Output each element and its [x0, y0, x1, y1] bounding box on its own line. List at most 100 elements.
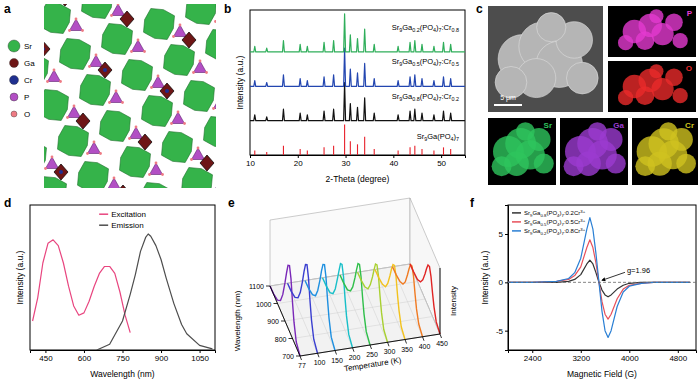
particle: [665, 69, 683, 87]
tick-mark: [581, 350, 582, 353]
series-line: [393, 265, 423, 337]
p-tetrahedron: [130, 127, 143, 139]
sr-polyhedron: [58, 126, 89, 157]
tick-label: 800: [275, 336, 287, 343]
ga-octahedron: [54, 164, 68, 180]
particle: [534, 154, 554, 174]
map-label: Cr: [685, 121, 694, 130]
p-tetrahedron: [108, 178, 121, 188]
particle: [492, 156, 512, 176]
particle: [618, 35, 633, 50]
o-atom: [214, 20, 216, 23]
stem: [357, 144, 358, 155]
tick-label: 77: [298, 362, 306, 369]
series-label: Sr9Ga0.5(PO4)7:Cr0.5: [392, 57, 459, 67]
text-part: (PO: [420, 92, 434, 101]
text-part: Ga(PO: [427, 132, 451, 141]
element-map: [632, 118, 698, 185]
series-line: [97, 234, 213, 350]
tick: 50: [437, 155, 446, 168]
legend-label: Cr: [24, 76, 33, 85]
tick-label: 300: [384, 348, 396, 355]
legend-atom: [10, 93, 18, 101]
tick-mark: [423, 337, 425, 341]
tick-label: 450: [436, 340, 448, 347]
plot-frame: [508, 205, 696, 350]
sr-polyhedron: [164, 45, 195, 76]
particle: [636, 86, 655, 105]
sr-polyhedron: [82, 4, 113, 18]
p-tetrahedron: [110, 91, 123, 103]
o-atom: [137, 39, 140, 42]
tick-label: 250: [366, 351, 378, 358]
particle: [673, 33, 688, 48]
series-line: [270, 265, 300, 356]
p-tetrahedron: [132, 40, 145, 52]
sr-polyhedron: [182, 168, 213, 188]
sr-polyhedron: [162, 132, 193, 163]
tick-mark: [346, 155, 347, 158]
stem: [374, 149, 375, 155]
annotation-arrow: [602, 272, 625, 280]
ga-octahedron: [44, 41, 50, 57]
chart-3d: 7008009001000110077100150200250300350400…: [233, 198, 458, 373]
tick-label: 4000: [621, 354, 639, 363]
particle: [649, 9, 663, 23]
legend-label: Sr9Ga0.2(PO4)7:0.8Cr3+: [524, 227, 586, 236]
o-atom: [108, 101, 111, 104]
legend-label: Excitation: [111, 210, 146, 219]
o-atom: [177, 111, 180, 114]
sr-polyhedron: [140, 183, 171, 188]
axis-title: Intensity (a.u.): [480, 250, 490, 304]
tick-mark: [441, 155, 442, 158]
o-atom: [150, 86, 153, 89]
tick-label: 1000: [256, 301, 272, 308]
tick-label: 1100: [249, 283, 264, 290]
floor: [270, 264, 440, 356]
tick-label: 450: [39, 354, 53, 363]
o-atom: [155, 162, 158, 165]
tick-mark: [161, 350, 162, 353]
o-atom: [44, 167, 47, 170]
sr-polyhedron: [120, 147, 151, 178]
tick-label: 100: [314, 359, 326, 366]
sr-polyhedron: [186, 4, 216, 24]
tick-mark: [45, 350, 46, 353]
text-part: :Cr: [442, 23, 453, 32]
o-atom: [117, 4, 120, 5]
tick: 750: [116, 350, 130, 363]
tick-mark: [266, 286, 270, 287]
p-tetrahedron: [172, 112, 185, 124]
o-atom: [179, 24, 182, 27]
o-atom: [121, 101, 124, 104]
legend: Sr9Ga0.8(PO4)7:0.2Cr3+Sr9Ga0.5(PO4)7:0.5…: [512, 209, 586, 236]
legend-label: Ga: [24, 59, 35, 68]
sr-polyhedron: [100, 111, 131, 142]
sr-polyhedron: [44, 54, 48, 85]
sem-background: [488, 6, 603, 112]
tick-label: 1050: [191, 354, 209, 363]
series-line: [288, 265, 318, 354]
sr-polyhedron: [144, 9, 175, 40]
particle: [676, 154, 696, 174]
map-label: O: [686, 64, 692, 73]
scale-label: 5 μm: [500, 94, 516, 102]
ga-octahedron: [200, 155, 214, 171]
tick-mark: [629, 350, 630, 353]
plot-area: [250, 14, 465, 155]
axis-title: Magnetic Field (G): [567, 369, 637, 379]
tick-mark: [388, 342, 390, 346]
tick-mark: [505, 331, 508, 332]
axis-line: [251, 156, 466, 159]
o-atom: [157, 75, 160, 78]
stem: [300, 149, 301, 155]
legend-swatch: [512, 221, 521, 223]
map-label: Sr: [544, 121, 552, 130]
particle: [566, 62, 598, 94]
tick-mark: [84, 350, 85, 353]
crystal-panel: SrGaCrPO: [0, 0, 272, 228]
map-label: Ga: [613, 121, 624, 130]
p-tetrahedron: [68, 106, 81, 118]
tick: 600: [78, 350, 92, 363]
panel-label: d: [4, 196, 11, 210]
